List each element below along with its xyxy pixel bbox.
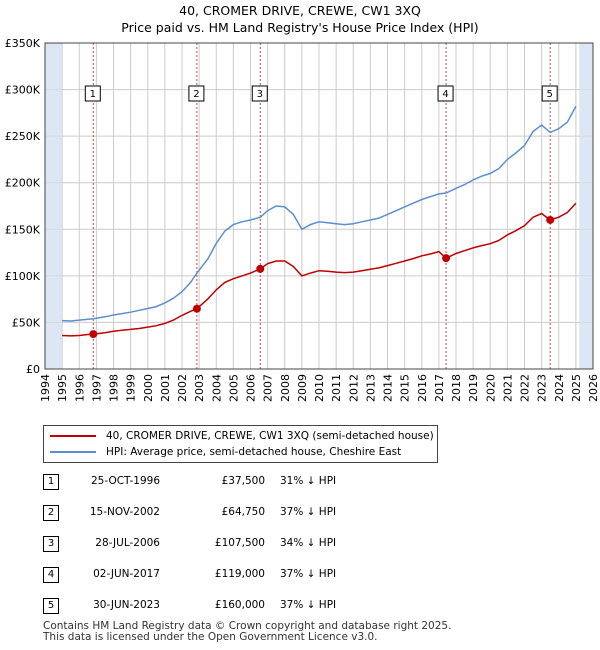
legend-label-property: 40, CROMER DRIVE, CREWE, CW1 3XQ (semi-d… [106,430,434,442]
y-tick-label: £200K [5,177,41,190]
sale-label-number: 3 [257,89,263,100]
sale-label-box [188,85,205,102]
x-tick-label: 2009 [296,374,309,402]
y-tick-label: £350K [5,37,41,50]
sale-date: 02-JUN-2017 [93,568,160,580]
x-tick-label: 2025 [570,374,583,402]
sale-date: 15-NOV-2002 [89,506,160,518]
sale-label-box [541,85,558,102]
x-tick-label: 2011 [330,374,343,402]
sale-number-badge: 4 [43,567,59,583]
x-tick-label: 2010 [313,374,326,402]
x-tick-label: 1996 [73,374,86,402]
sale-number-badge: 1 [43,474,59,490]
x-tick-label: 1997 [90,374,103,402]
sale-price: £119,000 [214,568,265,580]
sale-label-box [437,85,454,102]
sale-hpi-diff: 34% ↓ HPI [280,537,337,549]
y-tick-label: £100K [5,270,41,283]
sale-point [442,254,451,263]
x-tick-label: 2013 [364,374,377,402]
chart-title: 40, CROMER DRIVE, CREWE, CW1 3XQ Price p… [0,2,600,36]
x-tick-label: 2016 [416,374,429,402]
sale-price: £64,750 [221,506,265,518]
y-tick-label: £250K [5,130,41,143]
legend-swatch-property [50,435,96,437]
x-tick-label: 2018 [450,374,463,402]
chart-title-line1: 40, CROMER DRIVE, CREWE, CW1 3XQ [179,3,421,18]
x-tick-label: 2005 [227,374,240,402]
x-tick-label: 2008 [279,374,292,402]
y-tick-label: £150K [5,223,41,236]
sale-hpi-diff: 37% ↓ HPI [280,599,337,611]
x-tick-label: 1995 [56,374,69,402]
plot-border [44,42,594,370]
sale-hpi-diff: 31% ↓ HPI [280,475,337,487]
shaded-range-overlay [45,43,63,369]
sale-label-box [251,85,268,102]
sale-row: 2 15-NOV-2002 £64,750 37% ↓ HPI [0,503,600,521]
x-tick-label: 2017 [433,374,446,402]
hpi-line [62,105,577,322]
x-tick-label: 2024 [553,374,566,402]
y-tick-label: £300K [5,84,41,97]
x-tick-label: 2026 [587,374,600,402]
price-chart: 1 2 3 4 5 £0 £50K £100K £150K £200K £250K £300K £350… [5,37,600,402]
sale-label-number: 4 [442,89,448,100]
x-tick-label: 2020 [484,374,497,402]
chart-title-line2: Price paid vs. HM Land Registry's House … [121,20,479,35]
sale-price: £107,500 [214,537,265,549]
x-tick-label: 2001 [159,374,172,402]
sale-point [192,304,201,313]
sale-number-badge: 3 [43,536,59,552]
sale-row: 4 02-JUN-2017 £119,000 37% ↓ HPI [0,565,600,583]
sale-label-number: 1 [90,89,96,100]
legend-swatch-hpi [50,451,96,453]
x-tick-label: 1998 [108,374,121,402]
x-tick-label: 2004 [210,374,223,402]
sale-price: £37,500 [221,475,265,487]
property-price-line [62,202,577,337]
legend-label-hpi: HPI: Average price, semi-detached house,… [106,446,402,458]
sale-row: 5 30-JUN-2023 £160,000 37% ↓ HPI [0,596,600,614]
sale-hpi-diff: 37% ↓ HPI [280,568,337,580]
sale-row: 3 28-JUL-2006 £107,500 34% ↓ HPI [0,534,600,552]
footer-attribution: Contains HM Land Registry data © Crown c… [43,621,451,643]
x-tick-label: 1994 [39,374,52,402]
chart-legend: 40, CROMER DRIVE, CREWE, CW1 3XQ (semi-d… [43,425,438,463]
x-tick-label: 2012 [347,374,360,402]
x-tick-label: 2023 [536,374,549,402]
x-tick-label: 2006 [245,374,258,402]
x-tick-label: 1999 [125,374,138,402]
sale-price: £160,000 [214,599,265,611]
sale-label-box [84,85,101,102]
sale-number-badge: 5 [43,598,59,614]
sale-number-badge: 2 [43,505,59,521]
sale-point [256,264,265,273]
sale-point [89,330,98,339]
shaded-range-overlay [579,43,593,369]
footer-line2: This data is licensed under the Open Gov… [43,631,378,643]
x-tick-label: 2022 [519,374,532,402]
sale-hpi-diff: 37% ↓ HPI [280,506,337,518]
x-tick-label: 2002 [176,374,189,402]
x-tick-label: 2019 [467,374,480,402]
x-tick-label: 2015 [399,374,412,402]
sale-label-number: 2 [193,89,199,100]
y-tick-label: £50K [12,316,41,329]
sale-date: 30-JUN-2023 [93,599,160,611]
sale-row: 1 25-OCT-1996 £37,500 31% ↓ HPI [0,472,600,490]
x-tick-label: 2014 [382,374,395,402]
x-tick-label: 2021 [501,374,514,402]
x-tick-label: 2003 [193,374,206,402]
x-tick-label: 2000 [142,374,155,402]
x-tick-label: 2007 [262,374,275,402]
sale-label-number: 5 [547,89,553,100]
sale-point [546,215,555,224]
footer-line1: Contains HM Land Registry data © Crown c… [43,620,452,632]
sale-date: 28-JUL-2006 [95,537,160,549]
y-tick-label: £0 [26,363,40,376]
sale-date: 25-OCT-1996 [91,475,160,487]
